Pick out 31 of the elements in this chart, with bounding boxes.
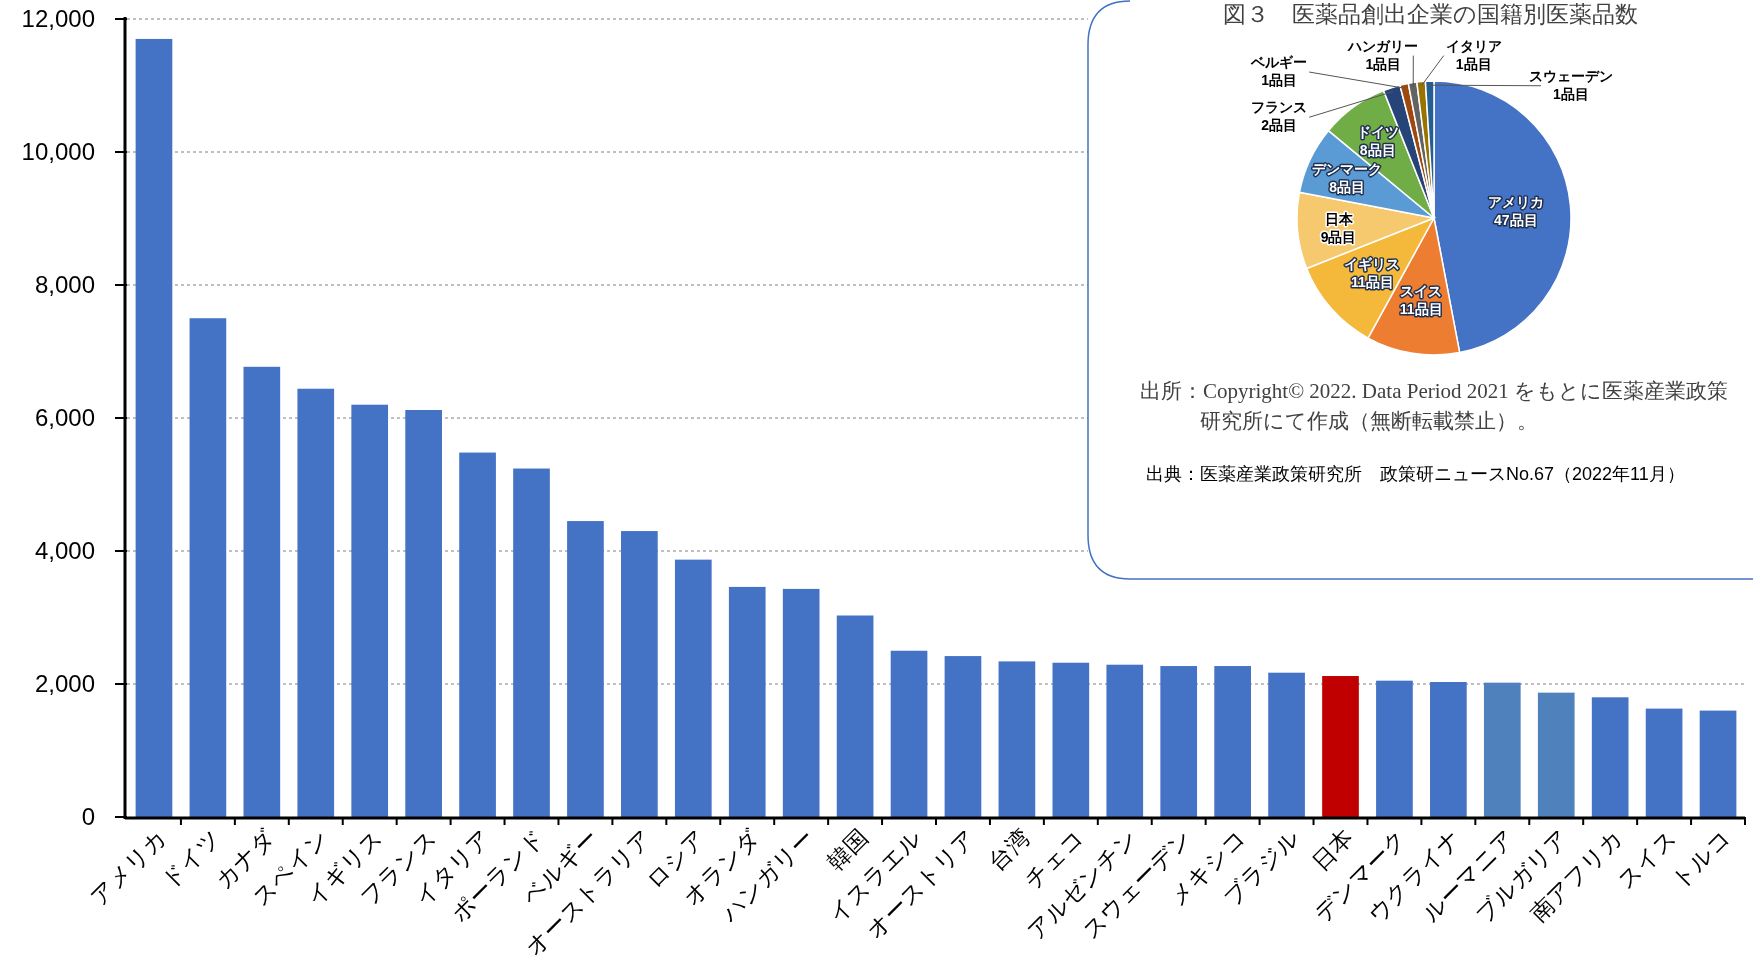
annotation: 出典：医薬産業政策研究所 政策研ニュースNo.67（2022年11月） [1146,464,1685,484]
y-tick-label: 4,000 [34,537,95,564]
chart-title: 図３ 医薬品創出企業の国籍別医薬品数 [1222,1,1638,27]
data-label: 11品目 [1399,301,1443,318]
data-label: 47品目 [1494,212,1538,229]
data-label: 8品目 [1329,179,1366,196]
slice-label: スウェーデン [1529,67,1613,84]
slice-label: ハンガリー [1347,37,1419,54]
data-label: 1品目 [1261,72,1298,89]
y-tick-label: 8,000 [34,271,95,298]
data-label: 2品目 [1261,117,1298,134]
data-label: 1品目 [1455,55,1492,72]
data-label: 11品目 [1350,274,1394,291]
slice-label: 日本 [1324,211,1354,228]
y-tick-label: 12,000 [21,5,95,32]
y-tick-label: 2,000 [34,670,95,697]
y-tick-label: 10,000 [21,138,95,165]
slice-label: スイス [1400,283,1443,300]
slice-label: アメリカ [1487,194,1544,211]
slice-label: ドイツ [1356,124,1399,141]
y-tick-label: 0 [81,803,95,830]
data-label: 9品目 [1320,229,1357,246]
slice-label: フランス [1251,99,1308,116]
data-label: 1品目 [1365,55,1402,72]
annotation: 出所：Copyright© 2022. Data Period 2021 をもとに医薬産業政策研究所にて作成（無断転載禁止）。 [1140,379,1729,433]
data-label: 1品目 [1553,85,1589,102]
slice-label: イタリア [1445,37,1502,54]
slice-label: イギリス [1344,256,1401,273]
slice-label: ベルギー [1250,54,1308,71]
y-tick-label: 6,000 [34,404,95,431]
data-label: 8品目 [1359,142,1396,159]
